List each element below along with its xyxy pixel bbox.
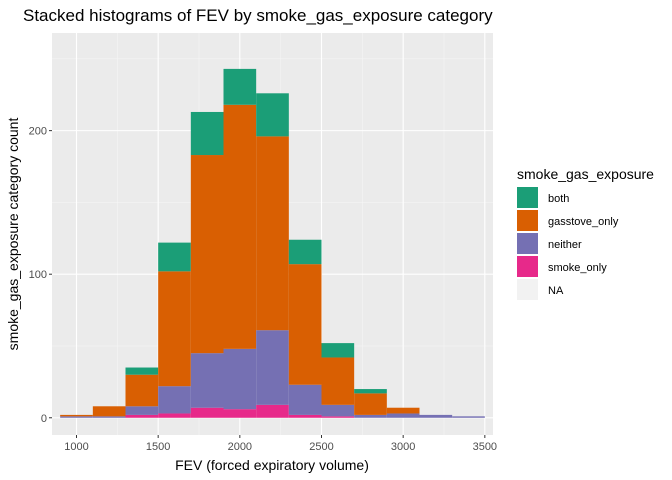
x-tick-label: 2000 [228, 441, 252, 453]
bar-segment-gasstove-only [256, 136, 289, 331]
bar-segment-both [321, 343, 355, 358]
x-axis-title: FEV (forced expiratory volume) [175, 457, 369, 473]
bar-segment-neither [92, 416, 126, 418]
legend-label: neither [548, 239, 582, 251]
bar-segment-smoke-only [190, 407, 224, 418]
y-axis-title: smoke_gas_exposure category count [5, 118, 21, 351]
bar-segment-neither [158, 386, 191, 414]
legend-title: smoke_gas_exposure [517, 166, 654, 182]
bar-segment-smoke-only [158, 413, 191, 418]
bar-segment-neither [60, 416, 93, 418]
bar-segment-smoke-only [288, 414, 322, 418]
bar-segment-both [223, 68, 257, 105]
legend-key-both [517, 187, 538, 208]
bar-segment-gasstove-only [60, 414, 93, 417]
bar-segment-neither [288, 384, 322, 415]
bar-segment-gasstove-only [125, 374, 159, 407]
bar-segment-neither [256, 330, 289, 405]
bar-segment-neither [452, 416, 485, 418]
x-tick-label: 2500 [309, 441, 333, 453]
legend-key-neither [517, 233, 538, 254]
x-tick-label: 3000 [391, 441, 415, 453]
legend-key-smoke-only [517, 256, 538, 277]
y-tick-label: 200 [29, 126, 47, 138]
legend-label: gasstove_only [548, 216, 619, 228]
bar-segment-gasstove-only [288, 264, 322, 385]
bar-segment-neither [354, 414, 387, 418]
bar-segment-neither [321, 404, 355, 417]
legend-label: NA [548, 285, 564, 297]
bar-segment-neither [223, 348, 257, 410]
legend-key-NA [517, 279, 538, 300]
bar-segment-neither [190, 353, 224, 408]
x-tick-label: 3500 [473, 441, 497, 453]
bar-segment-smoke-only [223, 409, 257, 418]
bar-segment-smoke-only [125, 414, 159, 418]
bar-segment-smoke-only [321, 416, 355, 418]
chart-title: Stacked histograms of FEV by smoke_gas_e… [23, 6, 493, 25]
bar-segment-gasstove-only [223, 104, 257, 349]
legend-label: both [548, 193, 569, 205]
legend-label: smoke_only [548, 262, 607, 274]
bar-segment-both [158, 242, 191, 272]
x-tick-label: 1500 [146, 441, 170, 453]
bar-segment-gasstove-only [354, 393, 387, 415]
x-axis-ticks: 1000 1500 2000 2500 3000 3500 [64, 435, 497, 453]
bar-segment-gasstove-only [321, 357, 355, 405]
bar-segment-both [125, 367, 159, 375]
bar-segment-both [354, 389, 387, 394]
y-tick-label: 0 [41, 413, 47, 425]
bars [60, 68, 485, 418]
bar-segment-both [288, 239, 322, 265]
y-tick-label: 100 [29, 269, 47, 281]
bar-segment-gasstove-only [190, 155, 224, 354]
x-tick-label: 1000 [64, 441, 88, 453]
legend-key-gasstove-only [517, 210, 538, 231]
bar-segment-gasstove-only [386, 407, 420, 414]
bar-segment-gasstove-only [158, 271, 191, 387]
y-axis-ticks: 0 100 200 [29, 126, 52, 425]
bar-segment-smoke-only [256, 404, 289, 418]
bar-segment-neither [386, 413, 420, 418]
bar-segment-both [256, 93, 289, 137]
bar-segment-neither [125, 406, 159, 415]
legend: smoke_gas_exposure both gasstove_onlyneit… [517, 166, 654, 300]
bar-segment-both [190, 111, 224, 156]
bar-segment-gasstove-only [92, 406, 126, 417]
bar-segment-neither [419, 414, 453, 418]
